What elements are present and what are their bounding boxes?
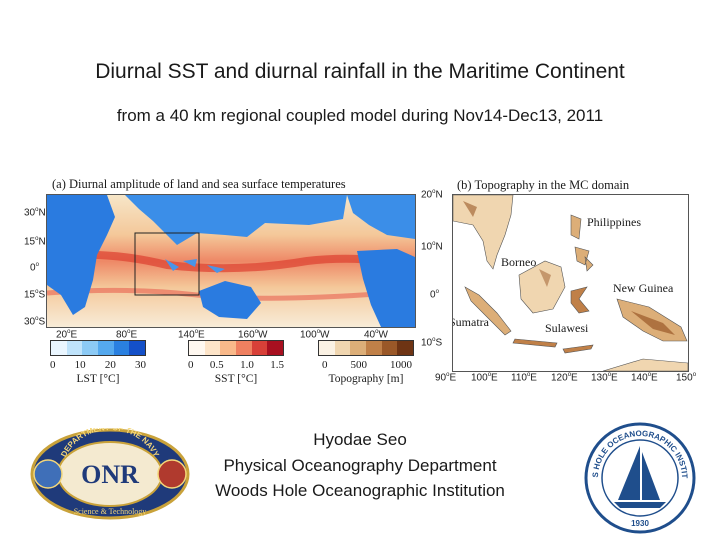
whoi-logo: WOODS HOLE OCEANOGRAPHIC INSTITUTION 193…: [580, 415, 696, 539]
panel-b-label: (b) Topography in the MC domain: [457, 178, 630, 192]
lst-colorbar-ticks: 0 10 20 30: [50, 359, 146, 371]
panel-a-label: (a) Diurnal amplitude of land and sea su…: [52, 177, 346, 191]
svg-text:Science & Technology: Science & Technology: [74, 507, 147, 516]
label-new-guinea: New Guinea: [613, 281, 674, 295]
label-philippines: Philippines: [587, 215, 642, 229]
topography-colorbar-ticks: 0 500 1000: [322, 359, 412, 371]
author-institution: Woods Hole Oceanographic Institution: [215, 481, 505, 500]
lst-colorbar: [50, 340, 146, 356]
label-borneo: Borneo: [501, 255, 537, 269]
lst-colorbar-label: LST [°C]: [76, 373, 120, 385]
author-department: Physical Oceanography Department: [223, 456, 497, 475]
author-name: Hyodae Seo: [313, 430, 407, 449]
topography-map: Philippines Borneo New Guinea Sumatra Su…: [452, 194, 689, 372]
topography-colorbar-label: Topography [m]: [328, 373, 404, 385]
svg-text:ONR: ONR: [81, 460, 139, 489]
onr-logo: DEPARTMENT OF THE NAVY ONR Science & Tec…: [30, 423, 190, 525]
diurnal-amplitude-map: [46, 194, 416, 328]
label-sumatra: Sumatra: [452, 315, 489, 329]
sst-colorbar-label: SST [°C]: [214, 373, 258, 385]
topography-colorbar: [318, 340, 414, 356]
slide-subtitle: from a 40 km regional coupled model duri…: [116, 106, 604, 125]
slide-title: Diurnal SST and diurnal rainfall in the …: [95, 60, 625, 83]
label-sulawesi: Sulawesi: [545, 321, 589, 335]
svg-text:1930: 1930: [631, 519, 649, 528]
sst-colorbar: [188, 340, 284, 356]
sst-colorbar-ticks: 0 0.5 1.0 1.5: [188, 359, 284, 371]
